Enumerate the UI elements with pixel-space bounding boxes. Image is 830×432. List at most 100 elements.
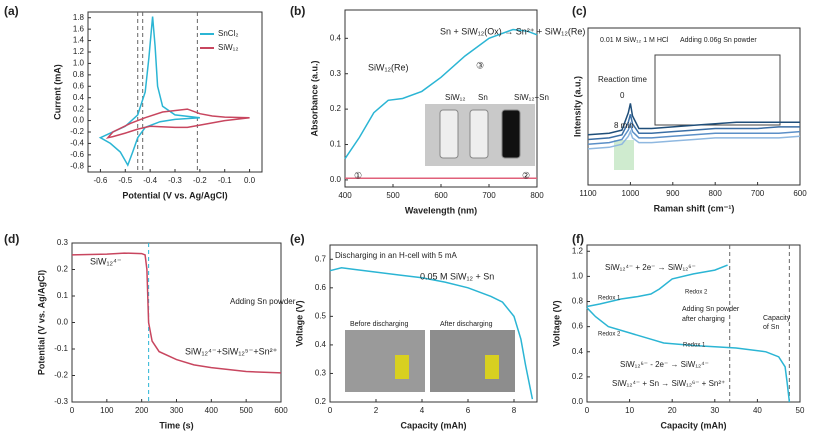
highlight — [614, 140, 634, 170]
x-tick-label: 0 — [70, 406, 75, 415]
y-tick-label: 1.6 — [73, 24, 85, 33]
y-tick-label: 0.4 — [315, 340, 327, 349]
annotation: Before discharging — [350, 321, 408, 328]
y-tick-label: 0.2 — [315, 397, 327, 406]
x-tick-label: 500 — [239, 406, 253, 415]
x-tick-label: 10 — [625, 406, 634, 415]
x-tick-label: 600 — [793, 189, 807, 198]
series-line — [98, 16, 200, 167]
annotation: SiW₁₂⁴⁻ + Sn → SiW₁₂⁶⁻ + Sn²⁺ — [612, 379, 725, 388]
vial — [439, 109, 459, 159]
x-axis-label: Capacity (mAh) — [400, 420, 466, 430]
x-tick-label: 50 — [796, 406, 805, 415]
annotation: 8 min — [614, 121, 634, 130]
x-tick-label: 600 — [274, 406, 288, 415]
x-tick-label: 1000 — [622, 189, 640, 198]
x-tick-label: 40 — [753, 406, 762, 415]
y-axis-label: Voltage (V) — [551, 300, 561, 346]
y-tick-label: 0.3 — [57, 238, 69, 247]
x-axis-label: Time (s) — [159, 420, 193, 430]
y-tick-label: 0.6 — [73, 81, 85, 90]
y-tick-label: 0.6 — [315, 283, 327, 292]
y-tick-label: -0.2 — [54, 371, 68, 380]
annotation: After discharging — [440, 321, 493, 328]
y-axis-label: Current (mA) — [52, 64, 62, 120]
annotation: Reaction time — [598, 75, 647, 84]
y-tick-label: 0.8 — [73, 70, 85, 79]
y-axis-label: Potential (V vs. Ag/AgCl) — [36, 270, 46, 375]
annotation: ③ — [476, 60, 484, 70]
y-tick-label: -0.8 — [70, 161, 84, 170]
legend-label: SiW₁₂ — [218, 43, 238, 52]
x-tick-label: 30 — [710, 406, 719, 415]
zoom-inset — [654, 54, 781, 126]
electrolyte — [485, 355, 499, 379]
annotation: 0.05 M SiW₁₂ + Sn — [420, 271, 494, 281]
x-tick-label: 4 — [420, 406, 425, 415]
annotation: Sn + SiW₁₂(Ox) → Sn²⁺ + SiW₁₂(Re) — [440, 26, 585, 36]
y-tick-label: 1.4 — [73, 36, 85, 45]
panel-label: (a) — [4, 4, 19, 18]
plot-frame — [587, 27, 801, 186]
annotation: ① — [354, 170, 362, 180]
x-axis-label: Raman shift (cm⁻¹) — [654, 203, 735, 213]
plot-frame — [71, 242, 282, 403]
photo — [345, 330, 425, 392]
x-axis-label: Potential (V vs. Ag/AgCl) — [122, 190, 227, 200]
series-line — [587, 103, 800, 136]
x-tick-label: 2 — [374, 406, 379, 415]
annotation: Redox 2 — [598, 332, 621, 338]
photo — [430, 330, 515, 392]
x-tick-label: 800 — [530, 191, 544, 200]
x-tick-label: -0.5 — [118, 176, 132, 185]
y-tick-label: 0.5 — [315, 311, 327, 320]
x-tick-label: 400 — [205, 406, 219, 415]
annotation: ② — [522, 170, 530, 180]
vial — [501, 109, 521, 159]
legend-label: SnCl₂ — [218, 29, 238, 38]
y-tick-label: 0.4 — [330, 33, 342, 42]
y-tick-label: -0.1 — [54, 344, 68, 353]
electrolyte — [395, 355, 409, 379]
series-line — [71, 252, 282, 374]
series-line — [344, 28, 538, 160]
x-tick-label: 200 — [135, 406, 149, 415]
annotation: SiW₁₂(Re) — [368, 62, 409, 72]
annotation: Adding Sn powder — [230, 297, 296, 306]
plot-frame — [329, 244, 538, 403]
annotation: Adding 0.06g Sn powder — [680, 37, 757, 44]
series-line — [329, 267, 534, 400]
annotation: SiW₁₂⁴⁻ + 2e⁻ → SiW₁₂⁶⁻ — [605, 263, 696, 272]
x-tick-label: 0.0 — [244, 176, 256, 185]
y-tick-label: 0.0 — [57, 318, 69, 327]
annotation: SiW₁₂⁶⁻ - 2e⁻ → SiW₁₂⁴⁻ — [620, 360, 709, 369]
x-tick-label: 20 — [668, 406, 677, 415]
x-tick-label: 1100 — [579, 189, 597, 198]
series-line — [586, 264, 728, 308]
y-tick-label: 0.3 — [315, 369, 327, 378]
y-tick-label: 0.7 — [315, 254, 327, 263]
annotation: Sn — [478, 93, 488, 102]
annotation: SiW₁₂⁴⁻ — [90, 256, 122, 266]
series-line — [105, 108, 250, 139]
x-tick-label: -0.2 — [193, 176, 207, 185]
series-line — [587, 121, 801, 145]
y-tick-label: 0.2 — [57, 265, 69, 274]
y-tick-label: -0.3 — [54, 397, 68, 406]
y-tick-label: 0.0 — [73, 116, 85, 125]
x-tick-label: 700 — [482, 191, 496, 200]
panel-label: (b) — [290, 4, 305, 18]
annotation: Discharging in an H-cell with 5 mA — [335, 251, 457, 260]
y-tick-label: 0.2 — [572, 372, 584, 381]
y-tick-label: 0.2 — [73, 104, 85, 113]
annotation: Redox 2 — [685, 290, 708, 296]
series-line — [587, 114, 800, 141]
annotation: 0 — [620, 91, 625, 100]
x-tick-label: 900 — [666, 189, 680, 198]
panel-label: (c) — [572, 4, 587, 18]
x-tick-label: 6 — [466, 406, 471, 415]
y-tick-label: 0.0 — [572, 397, 584, 406]
x-tick-label: 0 — [328, 406, 333, 415]
x-tick-label: 100 — [100, 406, 114, 415]
annotation: SiW₁₂⁴⁻+SiW₁₂⁵⁻+Sn²⁺ — [185, 346, 278, 356]
